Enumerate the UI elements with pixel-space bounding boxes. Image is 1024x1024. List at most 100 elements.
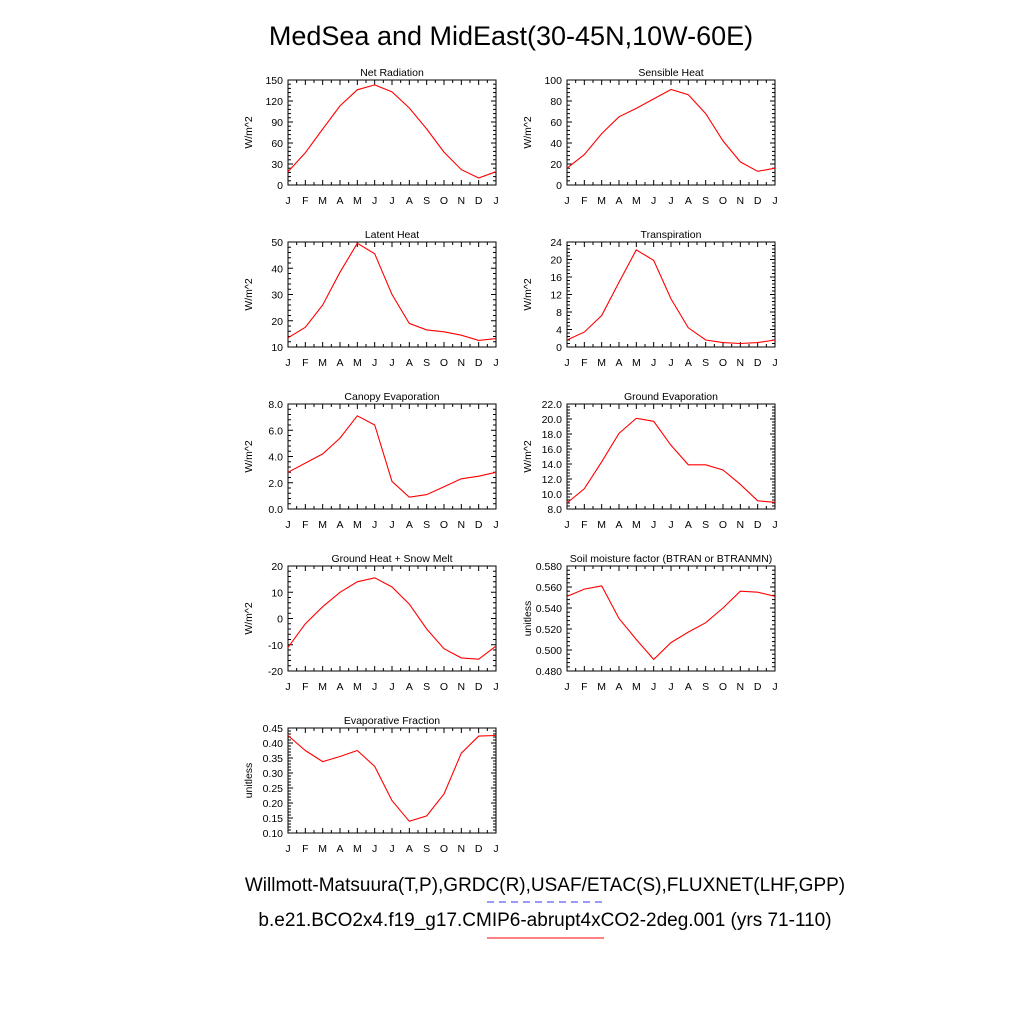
x-tick-label: J	[564, 681, 569, 693]
x-tick-label: N	[458, 195, 466, 207]
y-tick-label: 14.0	[542, 459, 563, 471]
x-tick-label: A	[685, 357, 692, 369]
x-tick-label: J	[564, 519, 569, 531]
y-tick-label: 0.500	[536, 645, 562, 657]
x-tick-label: N	[737, 681, 745, 693]
y-tick-label: 20	[271, 561, 283, 573]
x-tick-label: D	[754, 681, 762, 693]
x-tick-label: S	[702, 681, 709, 693]
x-tick-label: J	[389, 519, 394, 531]
x-tick-label: A	[406, 843, 413, 855]
x-tick-label: O	[440, 843, 448, 855]
y-tick-label: 40	[550, 138, 562, 150]
main-title: MedSea and MidEast(30-45N,10W-60E)	[269, 21, 753, 51]
x-tick-label: J	[285, 195, 290, 207]
x-tick-label: N	[458, 681, 466, 693]
x-tick-label: D	[475, 681, 483, 693]
panel-4: J F M A M J J A S O N D J04812162024TranspirationW/m…	[522, 229, 778, 369]
x-tick-label: M	[632, 519, 641, 531]
x-tick-label: J	[772, 519, 777, 531]
legend-line-2: b.e21.BCO2x4.f19_g17.CMIP6-abrupt4xCO2-2…	[258, 910, 831, 931]
x-tick-label: N	[737, 519, 745, 531]
panel-title: Evaporative Fraction	[344, 715, 440, 727]
panel-title: Ground Evaporation	[624, 391, 718, 403]
y-axis-label: W/m^2	[522, 278, 534, 311]
plot-frame	[287, 565, 497, 672]
panel-title: Sensible Heat	[638, 67, 703, 79]
panel-title: Transpiration	[641, 229, 702, 241]
y-tick-label: 6.0	[268, 425, 283, 437]
y-tick-label: 10	[271, 587, 283, 599]
x-tick-label: J	[372, 357, 377, 369]
y-tick-label: 0	[556, 180, 562, 192]
x-tick-label: D	[475, 195, 483, 207]
panel-title: Soil moisture factor (BTRAN or BTRANMN)	[570, 553, 772, 565]
x-tick-label: M	[597, 195, 606, 207]
x-tick-label: D	[754, 195, 762, 207]
y-tick-label: 40	[271, 263, 283, 275]
x-tick-label: J	[493, 519, 498, 531]
x-tick-label: J	[668, 681, 673, 693]
x-tick-label: M	[353, 843, 362, 855]
x-tick-label: S	[423, 357, 430, 369]
plot-frame	[566, 241, 776, 348]
y-tick-label: 0.35	[263, 753, 284, 765]
x-tick-label: M	[597, 681, 606, 693]
x-tick-label: A	[406, 681, 413, 693]
x-tick-label: J	[668, 357, 673, 369]
plot-frame	[566, 565, 776, 672]
x-tick-label: J	[564, 195, 569, 207]
x-tick-label: J	[389, 681, 394, 693]
y-tick-label: 0.560	[536, 582, 562, 594]
y-tick-label: 0.20	[263, 798, 284, 810]
series-line	[566, 88, 776, 172]
x-tick-label: A	[336, 843, 343, 855]
x-tick-label: F	[302, 843, 308, 855]
y-tick-label: 24	[550, 237, 562, 249]
y-tick-label: 60	[271, 138, 283, 150]
x-tick-label: N	[737, 195, 745, 207]
x-tick-label: F	[581, 681, 587, 693]
x-tick-label: A	[336, 681, 343, 693]
x-tick-label: S	[702, 519, 709, 531]
panel-title: Net Radiation	[360, 67, 424, 79]
x-tick-label: D	[475, 519, 483, 531]
y-tick-label: 10.0	[542, 489, 563, 501]
x-tick-label: O	[440, 681, 448, 693]
x-tick-label: S	[423, 681, 430, 693]
x-tick-label: J	[668, 519, 673, 531]
y-tick-label: 0.40	[263, 738, 284, 750]
x-tick-label: A	[615, 195, 622, 207]
y-tick-label: 20	[271, 316, 283, 328]
y-tick-label: 8.0	[547, 504, 562, 516]
x-tick-label: J	[372, 681, 377, 693]
y-tick-label: 2.0	[268, 478, 283, 490]
y-tick-label: 16	[550, 272, 562, 284]
x-tick-label: A	[685, 195, 692, 207]
y-tick-label: -10	[268, 640, 283, 652]
x-tick-label: J	[668, 195, 673, 207]
y-axis-label: W/m^2	[243, 602, 255, 635]
x-tick-label: A	[615, 681, 622, 693]
y-tick-label: 20	[550, 255, 562, 267]
y-tick-label: 80	[550, 96, 562, 108]
x-tick-label: J	[493, 357, 498, 369]
y-tick-label: 0.520	[536, 624, 562, 636]
x-tick-label: J	[772, 195, 777, 207]
x-tick-label: M	[353, 195, 362, 207]
x-tick-label: J	[389, 357, 394, 369]
x-tick-label: M	[353, 357, 362, 369]
x-tick-label: O	[440, 357, 448, 369]
y-tick-label: 0.15	[263, 813, 284, 825]
y-tick-label: 0.30	[263, 768, 284, 780]
panel-6: J F M A M J J A S O N D J8.010.012.014.016.018.020.0…	[522, 391, 778, 531]
y-axis-label: unitless	[522, 601, 534, 637]
panel-9: J F M A M J J A S O N D J0.100.150.200.250.300.350.4…	[243, 715, 499, 855]
x-tick-label: M	[318, 681, 327, 693]
x-tick-label: M	[632, 681, 641, 693]
x-tick-label: O	[719, 681, 727, 693]
